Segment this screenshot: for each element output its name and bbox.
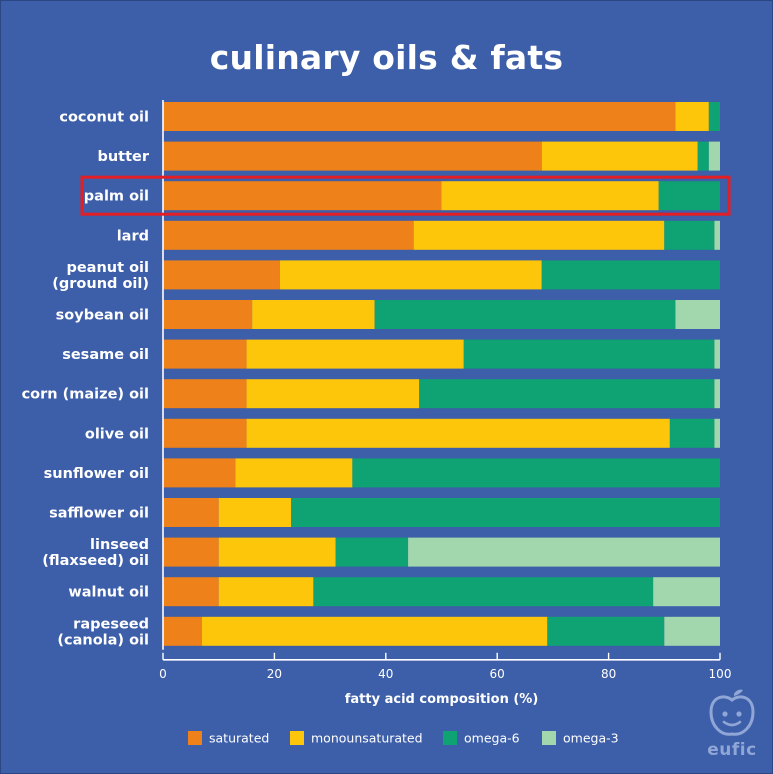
category-label: palm oil <box>84 189 149 205</box>
bar-olive-oil-omega-3 <box>714 418 720 448</box>
bar-safflower-oil-saturated <box>163 498 219 527</box>
bar-palm-oil-monounsaturated <box>441 181 659 211</box>
legend-swatch-monounsaturated <box>290 731 304 745</box>
category-label: sunflower oil <box>44 466 149 482</box>
bar-butter-omega-6 <box>697 141 709 171</box>
bar-sesame-oil-saturated <box>163 339 247 369</box>
bar-safflower-oil-monounsaturated <box>218 498 292 527</box>
category-labels: coconut oil butter palm oil lard peanut oil(… <box>22 110 150 649</box>
bar-lard-saturated <box>163 220 414 250</box>
bar-sesame-oil-omega-3 <box>714 339 720 369</box>
bar-rapeseed-canola-oil-monounsaturated <box>201 616 548 646</box>
bar-walnut-oil-omega-6 <box>313 577 654 607</box>
x-tick-label: 60 <box>490 667 505 681</box>
bar-palm-oil-omega-6 <box>658 181 720 211</box>
bar-sunflower-oil-monounsaturated <box>235 458 353 488</box>
x-tick-label: 40 <box>378 667 393 681</box>
bar-soybean-oil-omega-3 <box>675 300 720 329</box>
category-label: sesame oil <box>62 347 149 363</box>
bar-butter-monounsaturated <box>541 141 698 171</box>
logo-text: eufic <box>707 740 757 760</box>
bar-safflower-oil-omega-6 <box>291 498 720 527</box>
bar-linseed-flaxseed-oil-omega-3 <box>408 537 720 567</box>
bar-linseed-flaxseed-oil-omega-6 <box>335 537 409 567</box>
highlight-box <box>80 175 731 216</box>
legend-label-omega-6: omega-6 <box>464 731 520 746</box>
bar-rapeseed-canola-oil-omega-6 <box>547 616 665 646</box>
legend-swatch-omega-3 <box>542 731 556 745</box>
bar-coconut-oil-monounsaturated <box>675 102 709 131</box>
category-label: rapeseed (canola) oil <box>57 616 149 648</box>
category-label: coconut oil <box>59 110 149 126</box>
bar-corn-maize-oil-omega-6 <box>419 379 715 409</box>
bar-butter-omega-3 <box>708 141 720 171</box>
bar-soybean-oil-saturated <box>163 300 253 329</box>
category-label: soybean oil <box>56 308 149 324</box>
category-label: corn (maize) oil <box>22 387 149 403</box>
x-tick-label: 80 <box>601 667 616 681</box>
x-tick-label: 100 <box>709 667 732 681</box>
bar-coconut-oil-saturated <box>163 102 676 131</box>
bar-walnut-oil-omega-3 <box>653 577 720 607</box>
bar-corn-maize-oil-monounsaturated <box>246 379 420 409</box>
bar-peanut-oil-ground-oil-omega-6 <box>541 260 720 290</box>
bar-olive-oil-saturated <box>163 418 247 448</box>
bar-peanut-oil-ground-oil-saturated <box>163 260 280 290</box>
category-label: lard <box>117 228 149 244</box>
bar-linseed-flaxseed-oil-monounsaturated <box>218 537 336 567</box>
chart-title: culinary oils & fats <box>209 38 564 77</box>
category-label: olive oil <box>85 426 149 442</box>
category-label: peanut oil (ground oil) <box>52 260 149 292</box>
bars-group <box>163 102 720 646</box>
category-label: linseed (flaxseed) oil <box>42 537 149 569</box>
x-tick-label: 0 <box>159 667 167 681</box>
bar-olive-oil-omega-6 <box>669 418 715 448</box>
bar-lard-monounsaturated <box>413 220 665 250</box>
category-label: safflower oil <box>49 506 149 522</box>
bar-sesame-oil-omega-6 <box>463 339 715 369</box>
bar-sunflower-oil-omega-6 <box>352 458 720 488</box>
legend-label-monounsaturated: monounsaturated <box>311 731 423 746</box>
legend-swatch-omega-6 <box>443 731 457 745</box>
bar-olive-oil-monounsaturated <box>246 418 670 448</box>
bar-butter-saturated <box>163 141 542 171</box>
bar-coconut-oil-omega-6 <box>708 102 720 131</box>
category-label: walnut oil <box>68 585 149 601</box>
bar-soybean-oil-monounsaturated <box>252 300 375 329</box>
bar-walnut-oil-saturated <box>163 577 219 607</box>
legend-swatch-saturated <box>188 731 202 745</box>
x-axis: 0 20 40 60 80 100 fatty acid composition (%) <box>159 100 731 707</box>
bar-rapeseed-canola-oil-saturated <box>163 616 202 646</box>
eufic-logo-icon <box>709 689 755 736</box>
bar-peanut-oil-ground-oil-monounsaturated <box>279 260 542 290</box>
bar-palm-oil-saturated <box>163 181 442 211</box>
bar-linseed-flaxseed-oil-saturated <box>163 537 219 567</box>
bar-lard-omega-6 <box>664 220 715 250</box>
bar-rapeseed-canola-oil-omega-3 <box>664 616 720 646</box>
bar-corn-maize-oil-omega-3 <box>714 379 720 409</box>
bar-walnut-oil-monounsaturated <box>218 577 314 607</box>
bar-soybean-oil-omega-6 <box>374 300 676 329</box>
bar-lard-omega-3 <box>714 220 720 250</box>
x-axis-label: fatty acid composition (%) <box>345 692 539 707</box>
legend: saturated monounsaturated omega-6 omega-3 <box>188 731 619 746</box>
legend-label-omega-3: omega-3 <box>563 731 619 746</box>
highlight-group <box>80 175 731 216</box>
category-label: butter <box>97 149 149 165</box>
bar-sunflower-oil-saturated <box>163 458 236 488</box>
bar-sesame-oil-monounsaturated <box>246 339 464 369</box>
bar-corn-maize-oil-saturated <box>163 379 247 409</box>
x-tick-label: 20 <box>267 667 282 681</box>
legend-label-saturated: saturated <box>209 731 269 746</box>
